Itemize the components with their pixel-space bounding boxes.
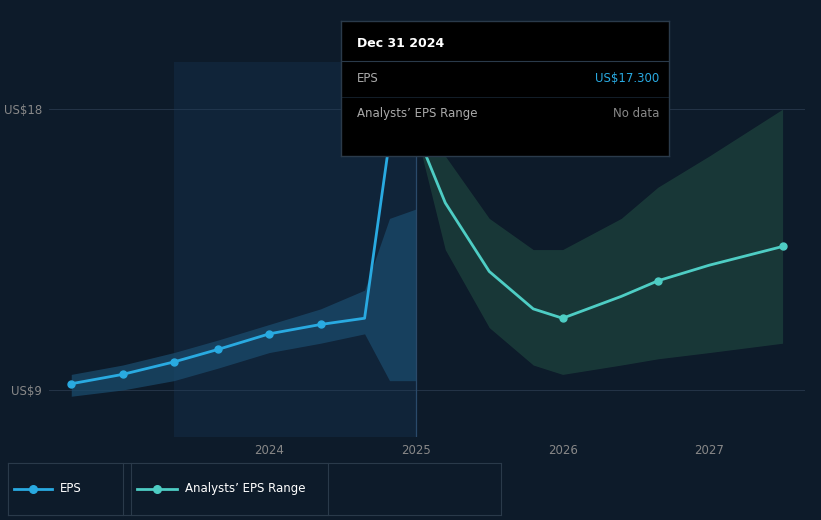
Point [410,127,423,135]
Point [410,127,423,135]
Point [167,358,181,366]
Point [211,345,224,354]
Text: EPS: EPS [60,483,81,495]
Text: US$17.300: US$17.300 [595,72,659,85]
Text: Dec 31 2024: Dec 31 2024 [357,37,444,50]
Text: Actual: Actual [372,72,409,85]
Point [556,314,569,322]
Text: Analysts’ EPS Range: Analysts’ EPS Range [357,107,478,120]
Point [776,242,789,251]
Text: No data: No data [613,107,659,120]
Point [651,277,664,285]
Text: Analysts Forecasts: Analysts Forecasts [424,72,533,85]
Point [410,127,423,135]
Point [314,320,327,329]
Point [116,370,129,379]
Text: EPS: EPS [357,72,378,85]
Point [263,330,276,338]
Point [65,380,78,388]
Bar [174,62,416,437]
Point [27,485,40,493]
Text: Analysts’ EPS Range: Analysts’ EPS Range [185,483,305,495]
Point [150,485,163,493]
